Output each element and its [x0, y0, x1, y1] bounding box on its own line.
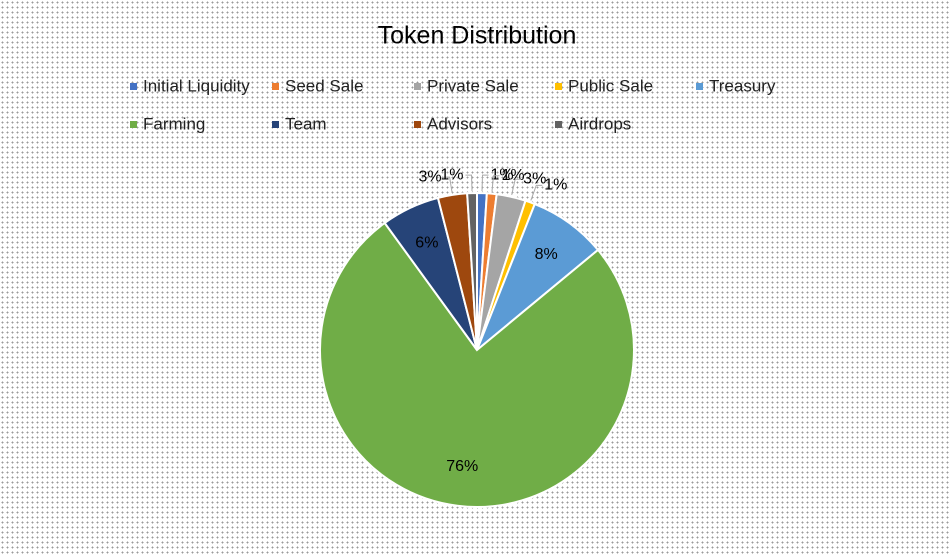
- data-label: 3%: [523, 170, 546, 187]
- legend-label: Team: [285, 114, 327, 133]
- legend-marker: [555, 83, 562, 90]
- legend-marker: [414, 121, 421, 128]
- leader-line: [511, 178, 522, 195]
- legend-marker: [272, 121, 279, 128]
- legend-label: Seed Sale: [285, 76, 363, 95]
- legend-label: Private Sale: [427, 76, 519, 95]
- data-label: 1%: [490, 166, 513, 183]
- leader-line: [491, 175, 500, 192]
- data-label: 1%: [440, 166, 463, 183]
- data-label: 1%: [544, 177, 567, 194]
- legend-label: Treasury: [709, 76, 776, 95]
- legend-label: Airdrops: [568, 114, 631, 133]
- data-label: 1%: [501, 167, 524, 184]
- pie-slice: [319, 221, 635, 508]
- legend-marker: [555, 121, 562, 128]
- pie-slice: [466, 191, 478, 351]
- data-label: 76%: [446, 458, 478, 475]
- leader-line: [443, 176, 453, 194]
- chart-title: Token Distribution: [378, 22, 577, 50]
- data-label: 6%: [415, 235, 438, 252]
- legend-marker: [696, 83, 703, 90]
- legend-marker: [130, 83, 137, 90]
- legend-label: Public Sale: [568, 76, 653, 95]
- leader-line: [530, 184, 543, 201]
- data-label: 3%: [418, 168, 441, 185]
- legend-label: Advisors: [427, 114, 492, 133]
- legend-marker: [414, 83, 421, 90]
- legend-label: Farming: [143, 114, 205, 133]
- leader-line: [465, 174, 473, 192]
- legend-marker: [130, 121, 137, 128]
- data-label: 8%: [535, 246, 558, 263]
- leader-line: [481, 174, 489, 192]
- legend-marker: [272, 83, 279, 90]
- legend-label: Initial Liquidity: [143, 76, 250, 95]
